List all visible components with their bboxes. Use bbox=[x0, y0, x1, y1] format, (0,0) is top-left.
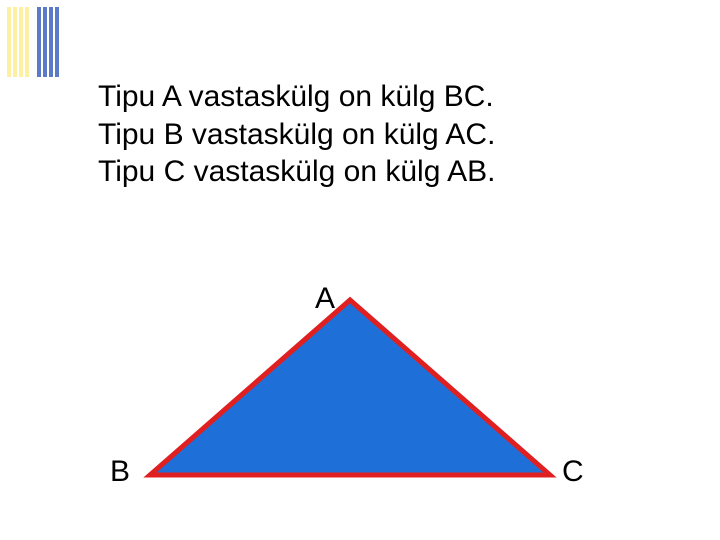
decor-bar bbox=[13, 7, 17, 77]
decor-bar bbox=[25, 7, 29, 77]
description-text: Tipu A vastaskülg on külg BC. Tipu B vas… bbox=[98, 78, 495, 191]
decor-bar bbox=[7, 7, 11, 77]
decor-bar bbox=[49, 7, 53, 77]
corner-decor-bars bbox=[7, 7, 59, 77]
text-line-2: Tipu B vastaskülg on külg AC. bbox=[98, 116, 495, 154]
decor-bar bbox=[31, 7, 35, 77]
decor-bar bbox=[55, 7, 59, 77]
triangle-svg bbox=[135, 290, 565, 490]
text-line-1: Tipu A vastaskülg on külg BC. bbox=[98, 78, 495, 116]
decor-bar bbox=[19, 7, 23, 77]
text-line-3: Tipu C vastaskülg on külg AB. bbox=[98, 153, 495, 191]
vertex-label-b: B bbox=[110, 455, 130, 489]
vertex-label-a: A bbox=[315, 282, 335, 316]
decor-bar bbox=[37, 7, 41, 77]
decor-bar bbox=[43, 7, 47, 77]
vertex-label-c: C bbox=[562, 455, 584, 489]
triangle-diagram: A B C bbox=[135, 290, 565, 515]
